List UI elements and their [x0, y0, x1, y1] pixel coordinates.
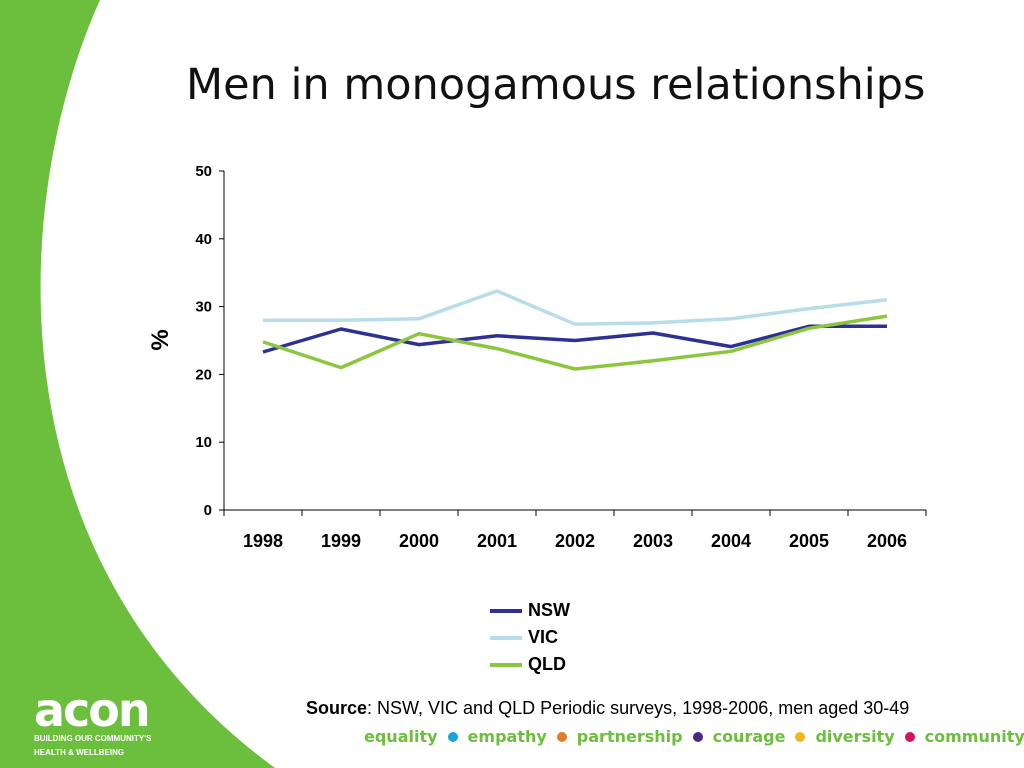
source-label: Source [306, 698, 368, 718]
x-tick-label: 2004 [711, 531, 751, 551]
separator-dot-icon [795, 731, 806, 742]
logo-tagline-1: BUILDING OUR COMMUNITY'S [34, 734, 152, 743]
x-tick-label: 2003 [633, 531, 673, 551]
value-word-partnership: partnership [576, 727, 683, 746]
x-tick-label: 2001 [477, 531, 517, 551]
y-tick-label: 40 [195, 231, 212, 248]
value-word-empathy: empathy [467, 727, 547, 746]
value-word-diversity: diversity [815, 727, 895, 746]
x-axis-ticks: 1998 1999 2000 2001 2002 2003 2004 2005 2006 [223, 510, 927, 551]
separator-dot-icon [692, 731, 703, 742]
y-tick-label: 30 [195, 299, 212, 316]
legend-swatch-nsw [490, 608, 522, 613]
source-note: Source: NSW, VIC and QLD Periodic survey… [306, 698, 909, 719]
series-line-nsw [262, 324, 887, 354]
legend-item-vic: VIC [490, 624, 570, 651]
chart-axes [223, 171, 926, 511]
y-tick-label: 20 [195, 366, 212, 383]
value-word-equality: equality [364, 727, 438, 746]
chart-series [262, 289, 888, 371]
legend-label-nsw: NSW [528, 600, 570, 620]
x-tick-label: 1998 [243, 531, 283, 551]
source-text: : NSW, VIC and QLD Periodic surveys, 199… [367, 698, 910, 718]
legend-item-qld: QLD [490, 651, 570, 678]
x-tick-label: 2006 [867, 531, 907, 551]
logo-tagline-2: HEALTH & WELLBEING [34, 748, 125, 757]
y-tick-label: 50 [195, 163, 212, 180]
x-tick-label: 2002 [555, 531, 595, 551]
series-line-vic [263, 289, 888, 326]
series-line-qld [262, 314, 888, 371]
separator-dot-icon [556, 731, 567, 742]
y-axis-label: % [147, 329, 174, 350]
legend-swatch-vic [490, 635, 522, 640]
slide-title: Men in monogamous relationships [186, 60, 926, 110]
x-tick-label: 2005 [789, 531, 829, 551]
y-tick-label: 0 [204, 502, 212, 519]
separator-dot-icon [447, 731, 458, 742]
y-axis-ticks: 0 10 20 30 40 50 [195, 163, 224, 519]
x-tick-label: 1999 [321, 531, 361, 551]
value-word-community: community [924, 727, 1024, 746]
separator-dot-icon [904, 731, 915, 742]
acon-logo: acon BUILDING OUR COMMUNITY'S HEALTH & W… [34, 683, 152, 758]
legend-item-nsw: NSW [490, 597, 570, 624]
x-tick-label: 2000 [399, 531, 439, 551]
legend-label-vic: VIC [528, 627, 559, 647]
value-word-courage: courage [712, 727, 786, 746]
legend-swatch-qld [490, 662, 522, 667]
legend-label-qld: QLD [528, 654, 566, 674]
chart-legend: NSW VIC QLD [490, 597, 570, 678]
y-tick-label: 10 [195, 434, 212, 451]
logo-wordmark: acon [34, 683, 151, 737]
values-bar: equality empathy partnership courage diversi… [362, 727, 1024, 746]
